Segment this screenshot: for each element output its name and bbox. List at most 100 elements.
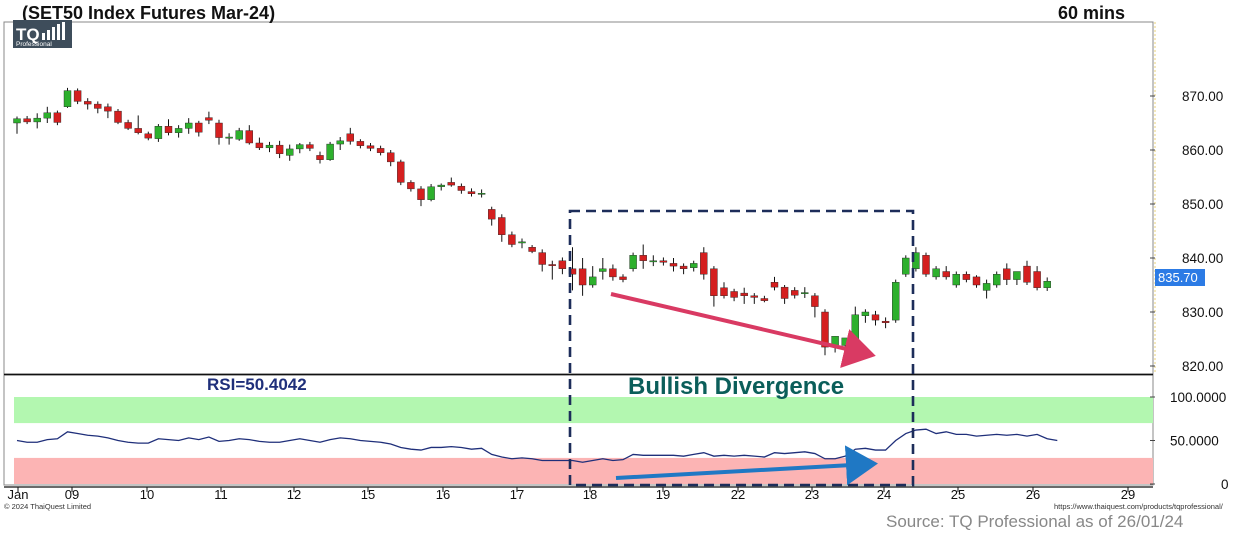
candle — [124, 119, 132, 131]
candle-body-down — [639, 255, 647, 261]
candle — [710, 266, 718, 307]
candle — [387, 150, 395, 167]
candle — [1023, 260, 1031, 285]
price-tick-label: 870.00 — [1182, 89, 1223, 104]
chart-interval: 60 mins — [1058, 3, 1125, 23]
price-tick-label: 860.00 — [1182, 143, 1223, 158]
candle-body-down — [215, 122, 223, 138]
candle — [33, 113, 41, 129]
candle-body-down — [205, 117, 213, 121]
candle-body-down — [710, 268, 718, 296]
candle — [417, 186, 425, 207]
x-tick-label: 29 — [1121, 487, 1135, 502]
candle — [467, 188, 476, 197]
candle — [104, 103, 112, 119]
candle — [558, 257, 567, 275]
candle — [23, 115, 31, 125]
candle-body-down — [669, 263, 678, 267]
x-tick-label: 12 — [287, 487, 301, 502]
candle — [639, 244, 647, 269]
candle — [791, 287, 799, 299]
candle — [265, 141, 274, 153]
candle — [114, 108, 122, 125]
chart-title: (SET50 Index Futures Mar-24) — [22, 3, 275, 23]
candle-body-down — [871, 314, 880, 321]
candle — [1043, 277, 1051, 291]
candle-body-up — [13, 118, 21, 124]
x-tick-label: 26 — [1026, 487, 1040, 502]
candle — [518, 238, 526, 249]
candle-body-up — [437, 184, 445, 187]
candle — [63, 87, 72, 108]
candle-body-up — [841, 337, 849, 346]
candle — [962, 271, 971, 283]
candle-body-down — [730, 291, 738, 298]
candle-body-down — [780, 286, 789, 299]
candle — [669, 258, 678, 272]
candle — [225, 133, 233, 145]
candle-body-down — [407, 182, 415, 190]
candle — [488, 206, 496, 226]
candle — [649, 255, 657, 267]
candle — [861, 309, 870, 323]
candle-body-down — [53, 112, 62, 123]
candle — [690, 260, 698, 272]
candle-body-up — [993, 274, 1001, 286]
candle — [134, 115, 142, 135]
candle-body-down — [659, 260, 668, 263]
logo-subtext: Professional — [16, 41, 52, 48]
candle-body-up — [861, 311, 870, 316]
candle-body-up — [690, 263, 698, 268]
candle-body-down — [619, 276, 627, 280]
candle — [164, 119, 173, 136]
candle-body-down — [1023, 265, 1031, 283]
candle-body-down — [134, 128, 142, 133]
candle-body-down — [164, 126, 173, 133]
candle-body-down — [760, 298, 769, 301]
candle — [760, 295, 769, 303]
candle-body-down — [104, 106, 112, 112]
x-tick-label: 19 — [656, 487, 670, 502]
candle — [316, 151, 324, 164]
candle — [740, 287, 748, 304]
candle-body-down — [447, 182, 455, 186]
candle-body-down — [962, 274, 971, 280]
candle — [498, 214, 506, 242]
x-tick-label: 25 — [951, 487, 965, 502]
candle — [508, 231, 516, 248]
candle-body-down — [144, 133, 153, 139]
candle-body-down — [488, 209, 496, 220]
candle — [53, 110, 62, 126]
candle-body-down — [811, 295, 819, 307]
tq-logo: TQ Professional — [13, 20, 72, 48]
candle-body-down — [457, 185, 466, 191]
candle — [659, 257, 668, 266]
candle-body-up — [599, 268, 607, 272]
x-tick-label: 17 — [510, 487, 524, 502]
candle-body-up — [33, 117, 41, 123]
candle — [730, 288, 738, 302]
candle — [932, 266, 940, 280]
candle — [154, 124, 163, 142]
candle-body-down — [306, 144, 314, 149]
candle-body-up — [43, 112, 51, 119]
candle — [275, 140, 284, 159]
candle-body-down — [316, 155, 324, 160]
candle-body-down — [467, 191, 476, 194]
candle-body-down — [922, 255, 930, 275]
candle-body-up — [801, 292, 809, 294]
rsi-tick-label: 0 — [1221, 477, 1229, 492]
candle — [205, 111, 213, 125]
candle-body-down — [1033, 271, 1041, 288]
candle-body-up — [336, 140, 344, 145]
price-tick-label: 820.00 — [1182, 359, 1223, 374]
candle-body-down — [528, 246, 536, 252]
x-tick-label: 10 — [140, 487, 154, 502]
x-tick-label: 23 — [805, 487, 819, 502]
candle-body-up — [427, 186, 435, 200]
candle-body-down — [346, 133, 354, 142]
candle-body-up — [296, 144, 304, 150]
candle-body-down — [548, 264, 556, 266]
x-tick-label: 24 — [877, 487, 891, 502]
candle — [407, 180, 415, 192]
